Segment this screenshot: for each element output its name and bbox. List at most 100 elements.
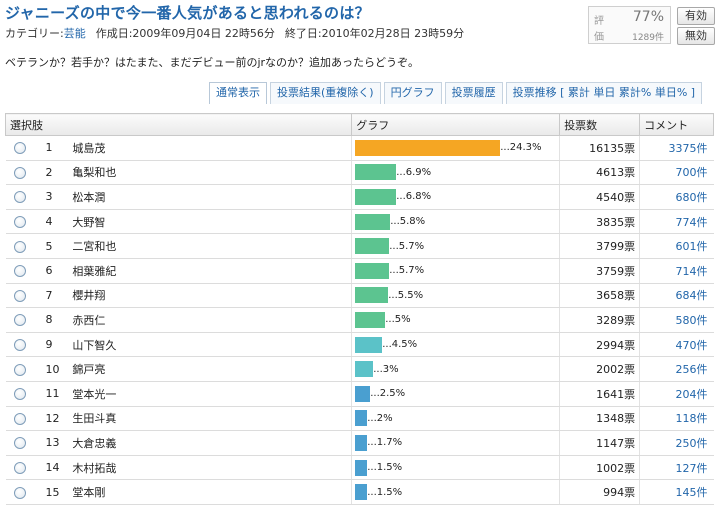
comment-count-link[interactable]: 714件 [675,264,708,278]
rank-number: 10 [35,356,69,382]
results-table: 選択肢 グラフ 投票数 コメント 1 城島茂 ...24.3% 16135票 3375件… [4,113,714,505]
graph-cell: ...5.5% [351,283,561,309]
choice-radio[interactable] [14,265,27,278]
vote-bar [355,459,368,476]
choice-radio[interactable] [14,216,27,229]
comment-cell: 256件 [639,356,714,382]
choice-name: 赤西仁 [68,307,353,333]
graph-cell: ...2.5% [351,381,561,407]
choice-radio[interactable] [14,191,27,204]
vote-percent: ...2% [367,412,393,424]
graph-cell: ...24.3% [351,135,561,161]
comment-count-link[interactable]: 470件 [675,338,708,352]
rank-number: 13 [35,430,69,456]
vote-percent: ...6.8% [396,191,432,203]
vote-count: 1002票 [559,455,641,481]
graph-cell: ...1.7% [351,430,561,456]
comment-cell: 470件 [639,332,714,358]
created-date: 作成日:2009年09月04日 22時56分 [95,27,275,40]
choice-radio[interactable] [14,166,27,179]
comment-count-link[interactable]: 118件 [675,412,708,426]
comment-cell: 250件 [639,430,714,456]
vote-bar [355,336,383,353]
choice-radio[interactable] [14,388,27,401]
comment-count-link[interactable]: 204件 [675,387,708,401]
tab-results-dedup[interactable]: 投票結果(重複除く) [270,82,381,104]
tab-normal-view[interactable]: 通常表示 [209,82,267,104]
invalid-button[interactable]: 無効 [677,27,715,45]
choice-radio-cell [5,184,36,210]
comment-count-link[interactable]: 3375件 [668,141,708,155]
comment-count-link[interactable]: 601件 [675,240,708,254]
category-prefix: カテゴリー: [5,27,64,40]
choice-name: 松本潤 [68,184,353,210]
table-row: 9 山下智久 ...4.5% 2994票 470件 [5,332,714,358]
choice-radio-cell [5,233,36,259]
vote-count: 3289票 [559,307,641,333]
choice-radio[interactable] [14,142,27,155]
choice-radio[interactable] [14,339,27,352]
choice-radio-cell [5,283,36,309]
choice-name: 二宮和也 [68,233,353,259]
choice-radio[interactable] [14,437,27,450]
comment-cell: 714件 [639,258,714,284]
vote-percent: ...5.7% [389,265,425,277]
vote-percent: ...1.7% [367,437,403,449]
tab-vote-history[interactable]: 投票履歴 [444,82,503,104]
valid-button[interactable]: 有効 [677,7,715,25]
choice-radio[interactable] [14,462,27,475]
choice-radio[interactable] [14,240,27,253]
choice-name: 櫻井翔 [68,283,353,309]
choice-radio[interactable] [14,486,27,499]
vote-count: 4613票 [559,160,641,186]
vote-percent: ...4.5% [382,339,418,351]
choice-radio-cell [5,332,36,358]
comment-count-link[interactable]: 774件 [675,215,708,229]
choice-radio-cell [5,381,36,407]
graph-cell: ...6.9% [351,160,561,186]
choice-name: 木村拓哉 [68,455,353,481]
vote-count: 16135票 [559,135,641,161]
comment-count-link[interactable]: 700件 [675,166,708,180]
choice-radio-cell [5,135,36,161]
category-link[interactable]: 芸能 [63,27,86,40]
vote-percent: ...24.3% [500,142,542,154]
rank-number: 7 [35,283,69,309]
vote-percent: ...5.5% [388,289,424,301]
comment-count-link[interactable]: 145件 [675,486,708,500]
graph-cell: ...5.7% [351,233,561,259]
vote-bar [355,410,368,427]
comment-count-link[interactable]: 580件 [675,313,708,327]
vote-count: 4540票 [559,184,641,210]
choice-radio[interactable] [14,289,27,302]
rating-label-1: 評 [594,16,604,27]
vote-percent: ...1.5% [367,462,403,474]
choice-radio-cell [5,258,36,284]
end-date: 終了日:2010年02月28日 23時59分 [284,27,465,40]
tab-pie-chart[interactable]: 円グラフ [383,82,442,104]
table-row: 10 錦戸亮 ...3% 2002票 256件 [5,356,714,382]
graph-cell: ...4.5% [351,332,561,358]
tab-vote-trend[interactable]: 投票推移 [ 累計 単日 累計% 単日% ] [505,82,703,104]
choice-radio-cell [5,455,36,481]
comment-count-link[interactable]: 127件 [675,461,708,475]
choice-name: 生田斗真 [68,406,353,432]
choice-radio[interactable] [14,314,27,327]
table-row: 13 大倉忠義 ...1.7% 1147票 250件 [5,430,714,456]
vote-count: 2994票 [559,332,641,358]
choice-radio-cell [5,160,36,186]
comment-count-link[interactable]: 256件 [675,363,708,377]
choice-radio-cell [5,356,36,382]
comment-cell: 700件 [639,160,714,186]
graph-cell: ...6.8% [351,184,561,210]
vote-bar [355,164,397,181]
graph-cell: ...5.8% [351,209,561,235]
choice-radio[interactable] [14,412,27,425]
comment-count-link[interactable]: 680件 [675,190,708,204]
rank-number: 1 [35,135,69,161]
comment-count-link[interactable]: 250件 [675,436,708,450]
choice-radio[interactable] [14,363,27,376]
graph-cell: ...5% [351,307,561,333]
comment-count-link[interactable]: 684件 [675,289,708,303]
header-votes: 投票数 [559,113,641,136]
